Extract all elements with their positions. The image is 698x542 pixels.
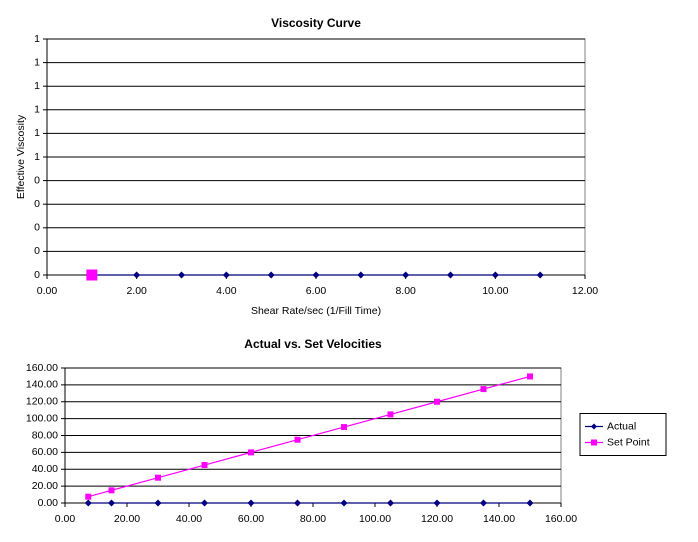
x-tick-label: 100.00 (359, 513, 391, 525)
x-tick-label: 10.00 (482, 285, 508, 297)
y-tick-label: 20.00 (32, 480, 58, 492)
y-tick-label: 100.00 (26, 412, 58, 424)
y-tick-label: 1 (34, 33, 40, 45)
y-tick-label: 0 (34, 269, 40, 281)
x-tick-label: 120.00 (421, 513, 453, 525)
point (433, 499, 441, 507)
y-tick-label: 160.00 (26, 362, 58, 374)
point (480, 386, 487, 393)
point (86, 269, 98, 281)
point (491, 271, 499, 279)
point (402, 271, 410, 279)
x-axis-label: Shear Rate/sec (1/Fill Time) (251, 305, 381, 317)
legend-marker (591, 439, 597, 446)
y-tick-label: 60.00 (32, 446, 58, 458)
y-tick-label: 1 (34, 80, 40, 92)
x-tick-label: 20.00 (114, 513, 140, 525)
point (312, 271, 320, 279)
y-tick-label: 140.00 (26, 379, 58, 391)
y-axis-label: Effective Viscosity (15, 114, 27, 199)
legend-label: Actual (607, 420, 636, 432)
y-tick-label: 1 (34, 104, 40, 116)
x-tick-label: 8.00 (395, 285, 416, 297)
point (340, 499, 348, 507)
y-tick-label: 1 (34, 56, 40, 68)
x-tick-label: 160.00 (545, 513, 577, 525)
point (201, 462, 208, 469)
point (248, 449, 254, 456)
point (108, 499, 115, 507)
y-tick-label: 0 (34, 245, 40, 257)
point (85, 493, 92, 500)
y-tick-label: 0 (34, 198, 40, 210)
y-tick-label: 1 (34, 127, 40, 139)
point (294, 499, 301, 507)
x-tick-label: 40.00 (176, 513, 202, 525)
point (341, 424, 347, 431)
legend-label: Set Point (607, 436, 650, 448)
chart-title: Actual vs. Set Velocities (244, 337, 382, 351)
point (527, 373, 533, 380)
point (247, 499, 255, 507)
y-tick-label: 80.00 (32, 429, 58, 441)
point (155, 474, 161, 481)
point (434, 398, 440, 405)
x-tick-label: 6.00 (306, 285, 327, 297)
point (357, 271, 365, 279)
y-tick-label: 120.00 (26, 396, 58, 408)
point (387, 499, 394, 507)
x-tick-label: 4.00 (216, 285, 237, 297)
x-tick-label: 2.00 (126, 285, 147, 297)
y-tick-label: 40.00 (32, 463, 58, 475)
legend-marker (591, 423, 597, 430)
point (84, 499, 92, 507)
point (154, 499, 162, 507)
point (447, 271, 454, 279)
chart-title: Viscosity Curve (271, 16, 361, 30)
point (201, 499, 208, 507)
x-tick-label: 60.00 (238, 513, 264, 525)
x-tick-label: 80.00 (300, 513, 326, 525)
point (480, 499, 487, 507)
x-tick-label: 12.00 (572, 285, 598, 297)
point (526, 499, 534, 507)
y-tick-label: 0 (34, 222, 40, 234)
y-tick-label: 1 (34, 151, 40, 163)
point (387, 411, 394, 418)
y-tick-label: 0 (34, 174, 40, 186)
point (222, 271, 230, 279)
point (178, 271, 185, 279)
point (108, 487, 115, 494)
point (536, 271, 544, 279)
point (294, 436, 301, 443)
x-tick-label: 0.00 (37, 285, 58, 297)
legend (579, 413, 667, 456)
point (267, 271, 275, 279)
y-tick-label: 0.00 (38, 497, 59, 509)
x-tick-label: 0.00 (55, 513, 76, 525)
x-tick-label: 140.00 (483, 513, 515, 525)
point (133, 271, 141, 279)
